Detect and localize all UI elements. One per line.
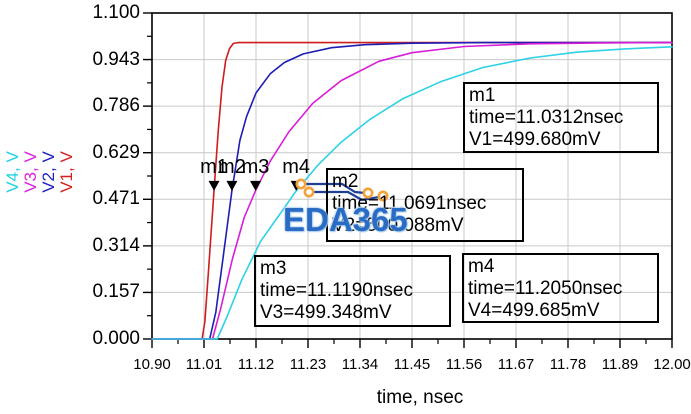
x-tick-label: 11.89 [601, 356, 639, 373]
x-tick-label: 11.12 [237, 356, 275, 373]
y-tick-label: 0.157 [92, 281, 140, 303]
x-axis-title: time, nsec [376, 387, 464, 408]
x-tick-label: 11.23 [289, 356, 327, 373]
marker-readout-m3[interactable]: m3 time=11.1190nsec V3=499.348mV [254, 255, 451, 327]
trace-V1 [151, 41, 673, 340]
marker-readout-name: m1 [469, 85, 496, 106]
y-axis-series-label-v1: V1, V [57, 151, 76, 193]
marker-triangle-m2[interactable] [226, 180, 238, 191]
marker-readout-name: m2 [332, 171, 359, 192]
watermark-solder-dot [303, 186, 315, 198]
y-axis-series-label-v2: V2, V [39, 151, 58, 193]
trace-V2 [151, 41, 673, 340]
y-tick-label: 0.629 [92, 141, 140, 163]
watermark-wire [304, 182, 366, 195]
marker-readout-name: m3 [260, 258, 287, 279]
y-tick-label: 1.100 [92, 2, 140, 23]
y-axis-series-label-v3: V3, V [21, 151, 40, 193]
marker-triangle-m3[interactable] [250, 180, 262, 191]
x-tick-label: 11.67 [497, 356, 535, 373]
x-tick-label: 12.00 [653, 356, 691, 373]
marker-readout-name: m4 [468, 256, 495, 277]
watermark-text: EDA365 [283, 201, 408, 238]
marker-readout-value: V2=500.088mV [332, 215, 464, 236]
watermark-solder-dot [362, 187, 374, 199]
marker-label-m2: m2 [218, 156, 246, 178]
y-tick-label: 0.943 [92, 48, 140, 70]
marker-readout-m4[interactable]: m4 time=11.2050nsec V4=499.685mV [462, 253, 659, 323]
marker-readout-value: V4=499.685mV [468, 300, 600, 321]
y-axis-series-label-v4: V4, V [3, 151, 22, 193]
x-tick-label: 11.34 [341, 356, 379, 373]
x-tick-label: 10.90 [133, 356, 171, 373]
marker-readout-time: time=11.0691nsec [332, 193, 487, 214]
trace-V3 [151, 41, 673, 340]
marker-label-m3: m3 [241, 156, 270, 178]
marker-readout-m2[interactable]: m2 time=11.0691nsec V2=500.088mV [326, 168, 524, 242]
marker-readout-time: time=11.2050nsec [468, 278, 623, 299]
marker-readout-value: V1=499.680mV [469, 129, 601, 150]
marker-readout-value: V3=499.348mV [260, 302, 392, 323]
trace-V4 [151, 45, 673, 340]
plot-border [151, 12, 673, 340]
watermark-solder-dot [295, 178, 307, 190]
marker-triangle-m1[interactable] [208, 180, 220, 191]
x-tick-label: 11.78 [549, 356, 587, 373]
y-tick-label: 0.314 [92, 234, 140, 256]
watermark-wire [312, 190, 380, 202]
marker-readout-m1[interactable]: m1 time=11.0312nsec V1=499.680mV [463, 82, 659, 153]
x-tick-label: 11.45 [393, 356, 431, 373]
marker-label-m1: m1 [200, 156, 228, 178]
y-tick-label: 0.471 [92, 188, 140, 210]
y-tick-label: 0.786 [92, 95, 140, 117]
marker-label-m4: m4 [282, 156, 311, 178]
x-tick-label: 11.56 [445, 356, 483, 373]
x-tick-label: 11.01 [185, 356, 223, 373]
y-tick-label: 0.000 [92, 328, 140, 349]
marker-readout-time: time=11.0312nsec [469, 107, 624, 128]
marker-readout-time: time=11.1190nsec [260, 280, 413, 301]
watermark-solder-dot [377, 190, 389, 202]
